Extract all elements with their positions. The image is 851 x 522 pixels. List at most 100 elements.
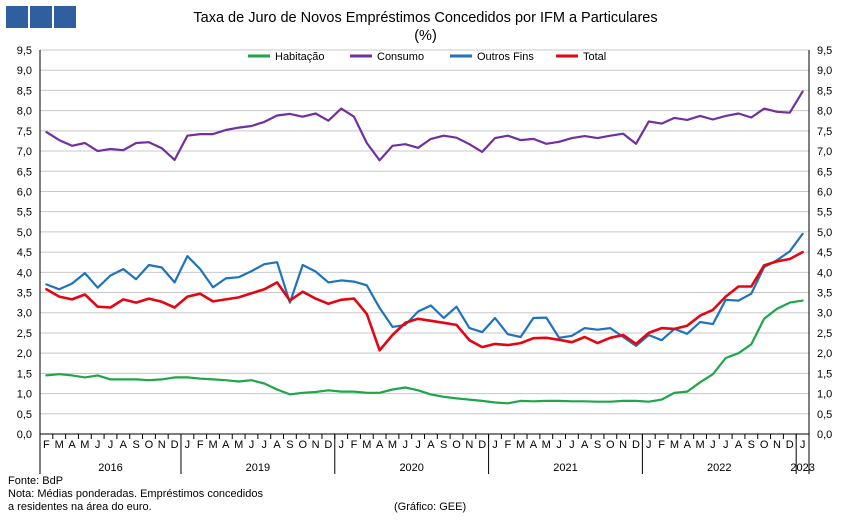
- x-month-label: S: [286, 439, 293, 451]
- x-month-label: D: [632, 439, 640, 451]
- logo-block: [54, 6, 76, 28]
- y-tick-label-left: 5,5: [17, 207, 32, 219]
- x-month-label: S: [440, 439, 447, 451]
- x-month-label: A: [530, 439, 538, 451]
- y-tick-label-left: 7,0: [17, 146, 32, 158]
- x-month-label: D: [478, 439, 486, 451]
- logo-block: [30, 6, 52, 28]
- x-month-label: J: [415, 439, 421, 451]
- x-month-label: S: [132, 439, 139, 451]
- x-year-label: 2021: [553, 462, 577, 474]
- y-tick-label-right: 6,0: [817, 186, 832, 198]
- y-tick-label-right: 0,0: [817, 429, 832, 441]
- series-line-habitação: [45, 299, 804, 405]
- x-month-label: F: [504, 439, 511, 451]
- y-tick-label-right: 0,5: [817, 409, 832, 421]
- x-month-label: J: [262, 439, 268, 451]
- legend-label: Total: [583, 51, 606, 63]
- x-month-label: M: [516, 439, 525, 451]
- x-month-label: D: [171, 439, 179, 451]
- x-month-label: N: [773, 439, 781, 451]
- x-year-label: 2022: [707, 462, 731, 474]
- y-tick-label-right: 8,5: [817, 85, 832, 97]
- x-month-label: M: [670, 439, 679, 451]
- y-tick-label-right: 7,0: [817, 146, 832, 158]
- y-tick-label-right: 1,0: [817, 389, 832, 401]
- y-tick-label-left: 6,5: [17, 166, 32, 178]
- x-month-label: S: [594, 439, 601, 451]
- logo-block: [6, 6, 28, 28]
- x-month-label: S: [748, 439, 755, 451]
- legend-label: Habitação: [275, 51, 325, 63]
- x-month-label: N: [158, 439, 166, 451]
- x-month-label: J: [95, 439, 101, 451]
- x-year-label: 2016: [98, 462, 122, 474]
- y-tick-label-right: 1,5: [817, 368, 832, 380]
- x-month-label: A: [581, 439, 589, 451]
- y-tick-label-right: 6,5: [817, 166, 832, 178]
- y-tick-label-right: 5,0: [817, 227, 832, 239]
- y-tick-label-left: 7,5: [17, 126, 32, 138]
- x-year-label: 2020: [399, 462, 423, 474]
- x-year-label: 2023: [790, 462, 814, 474]
- y-tick-label-right: 9,5: [817, 45, 832, 57]
- x-month-label: D: [324, 439, 332, 451]
- x-month-label: O: [606, 439, 615, 451]
- y-tick-label-left: 9,0: [17, 65, 32, 77]
- y-tick-label-left: 0,0: [17, 429, 32, 441]
- x-month-label: M: [55, 439, 64, 451]
- x-month-label: A: [376, 439, 384, 451]
- x-month-label: A: [68, 439, 76, 451]
- x-month-label: A: [427, 439, 435, 451]
- series-line-outros-fins: [45, 232, 804, 347]
- x-month-label: J: [403, 439, 409, 451]
- x-month-label: A: [273, 439, 281, 451]
- x-month-label: M: [388, 439, 397, 451]
- y-tick-label-left: 2,0: [17, 348, 32, 360]
- legend-label: Outros Fins: [477, 51, 534, 63]
- y-tick-label-right: 3,5: [817, 288, 832, 300]
- x-month-label: N: [465, 439, 473, 451]
- x-month-label: J: [800, 439, 806, 451]
- x-month-label: A: [684, 439, 692, 451]
- y-tick-label-left: 8,5: [17, 85, 32, 97]
- chart-credit: (Gráfico: GEE): [394, 501, 467, 513]
- series-line-total: [45, 250, 804, 352]
- x-year-label: 2019: [246, 462, 270, 474]
- logo: [6, 6, 76, 28]
- y-tick-label-left: 0,5: [17, 409, 32, 421]
- x-month-label: D: [786, 439, 794, 451]
- chart-title-block: Taxa de Juro de Novos Empréstimos Conced…: [0, 9, 851, 45]
- y-tick-label-right: 3,0: [817, 308, 832, 320]
- x-month-label: M: [80, 439, 89, 451]
- y-tick-label-right: 4,0: [817, 267, 832, 279]
- x-month-label: J: [185, 439, 191, 451]
- y-tick-label-left: 9,5: [17, 45, 32, 57]
- y-tick-label-right: 9,0: [817, 65, 832, 77]
- x-month-label: M: [695, 439, 704, 451]
- x-month-label: J: [556, 439, 562, 451]
- x-month-label: F: [351, 439, 358, 451]
- x-month-label: J: [646, 439, 652, 451]
- y-tick-label-right: 8,0: [817, 106, 832, 118]
- x-month-label: F: [197, 439, 204, 451]
- x-month-label: M: [234, 439, 243, 451]
- y-tick-label-left: 1,0: [17, 389, 32, 401]
- legend-label: Consumo: [377, 51, 424, 63]
- x-month-label: J: [108, 439, 114, 451]
- y-tick-label-left: 1,5: [17, 368, 32, 380]
- y-tick-label-left: 3,5: [17, 288, 32, 300]
- y-tick-label-left: 4,5: [17, 247, 32, 259]
- x-month-label: J: [710, 439, 716, 451]
- y-tick-label-right: 2,5: [817, 328, 832, 340]
- source-note: Fonte: BdP: [8, 475, 64, 487]
- y-tick-label-right: 4,5: [817, 247, 832, 259]
- x-month-label: M: [362, 439, 371, 451]
- x-month-label: O: [145, 439, 154, 451]
- x-month-label: A: [222, 439, 230, 451]
- x-month-label: N: [312, 439, 320, 451]
- y-tick-label-right: 5,5: [817, 207, 832, 219]
- chart-title: Taxa de Juro de Novos Empréstimos Conced…: [193, 10, 658, 26]
- y-tick-label-left: 3,0: [17, 308, 32, 320]
